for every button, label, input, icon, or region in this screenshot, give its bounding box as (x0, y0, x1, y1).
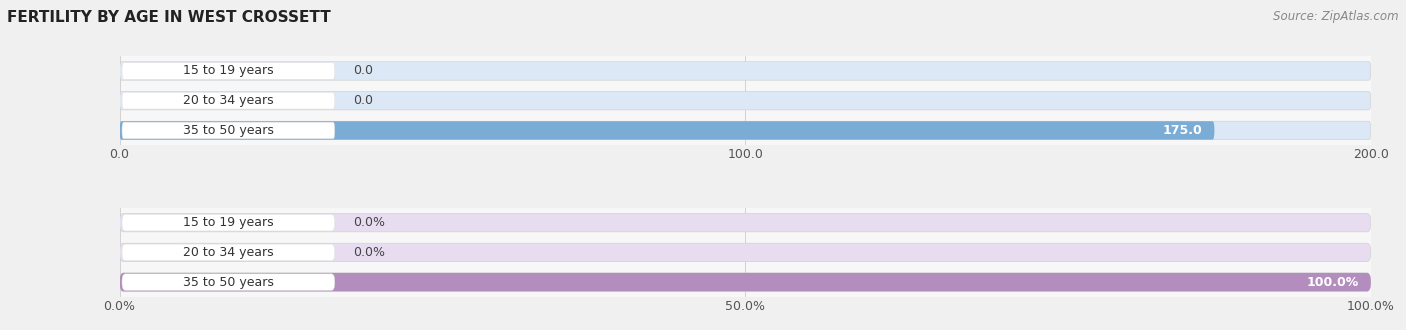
Text: 175.0: 175.0 (1163, 124, 1202, 137)
Text: 0.0%: 0.0% (353, 216, 385, 229)
Text: 15 to 19 years: 15 to 19 years (183, 216, 274, 229)
FancyBboxPatch shape (120, 121, 1371, 140)
Text: 35 to 50 years: 35 to 50 years (183, 124, 274, 137)
Text: FERTILITY BY AGE IN WEST CROSSETT: FERTILITY BY AGE IN WEST CROSSETT (7, 10, 330, 25)
Text: 100.0%: 100.0% (1306, 276, 1358, 289)
FancyBboxPatch shape (122, 244, 335, 261)
Text: 20 to 34 years: 20 to 34 years (183, 246, 274, 259)
FancyBboxPatch shape (120, 273, 1371, 291)
Text: 0.0: 0.0 (353, 64, 374, 78)
Text: 15 to 19 years: 15 to 19 years (183, 64, 274, 78)
Text: 0.0: 0.0 (353, 94, 374, 107)
Text: Source: ZipAtlas.com: Source: ZipAtlas.com (1274, 10, 1399, 23)
FancyBboxPatch shape (120, 62, 1371, 80)
FancyBboxPatch shape (120, 121, 1215, 140)
FancyBboxPatch shape (122, 274, 335, 290)
FancyBboxPatch shape (122, 63, 335, 79)
Text: 35 to 50 years: 35 to 50 years (183, 276, 274, 289)
FancyBboxPatch shape (120, 273, 1371, 291)
Text: 0.0%: 0.0% (353, 246, 385, 259)
FancyBboxPatch shape (122, 122, 335, 139)
FancyBboxPatch shape (120, 91, 1371, 110)
Text: 20 to 34 years: 20 to 34 years (183, 94, 274, 107)
FancyBboxPatch shape (120, 243, 1371, 262)
FancyBboxPatch shape (122, 214, 335, 231)
FancyBboxPatch shape (120, 214, 1371, 232)
FancyBboxPatch shape (122, 92, 335, 109)
